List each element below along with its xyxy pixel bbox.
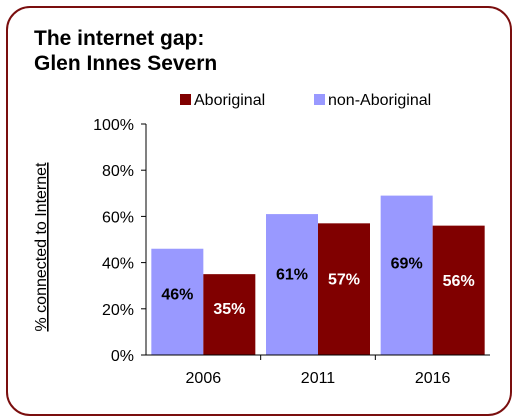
data-label: 57% xyxy=(328,272,360,289)
bar xyxy=(266,214,318,355)
bar xyxy=(151,248,204,355)
x-axis: 2006 2011 2016 xyxy=(146,354,490,387)
chart-title-line2: Glen Innes Severn xyxy=(34,52,218,75)
bar xyxy=(432,225,485,355)
bar xyxy=(380,195,433,355)
legend-entry: Aboriginal xyxy=(194,92,265,109)
y-tick-label: 100% xyxy=(93,117,134,134)
bars: 46% 35% 61% 57% 69% 56% xyxy=(151,195,485,355)
data-label: 69% xyxy=(391,256,423,273)
legend-swatch xyxy=(314,94,325,105)
chart-title: The internet gap: Glen Innes Severn xyxy=(34,26,217,76)
data-label: 56% xyxy=(443,273,475,290)
data-label: 46% xyxy=(161,286,193,303)
data-label: 35% xyxy=(213,301,245,318)
y-tick-label: 0% xyxy=(111,348,134,365)
y-axis-label: % connected to Internet xyxy=(33,162,50,332)
bar-chart: % connected to Internet Aboriginal non-Ab… xyxy=(33,92,490,387)
legend-entry: non-Aboriginal xyxy=(328,92,431,109)
x-tick-label: 2016 xyxy=(415,370,451,387)
x-tick-label: 2011 xyxy=(301,370,336,387)
chart-title-line1: The internet gap: xyxy=(34,27,205,50)
y-axis: 0% 20% 40% 60% 80% 100% xyxy=(93,117,147,365)
y-tick-label: 80% xyxy=(102,163,134,180)
data-label: 61% xyxy=(276,266,308,283)
bar xyxy=(203,274,256,355)
legend: Aboriginal non-Aboriginal xyxy=(180,92,431,109)
bar xyxy=(318,223,370,355)
y-tick-label: 60% xyxy=(102,209,134,226)
y-tick-label: 40% xyxy=(102,256,134,273)
x-tick-label: 2006 xyxy=(186,370,222,387)
y-tick-label: 20% xyxy=(102,302,134,319)
legend-swatch xyxy=(180,94,191,105)
